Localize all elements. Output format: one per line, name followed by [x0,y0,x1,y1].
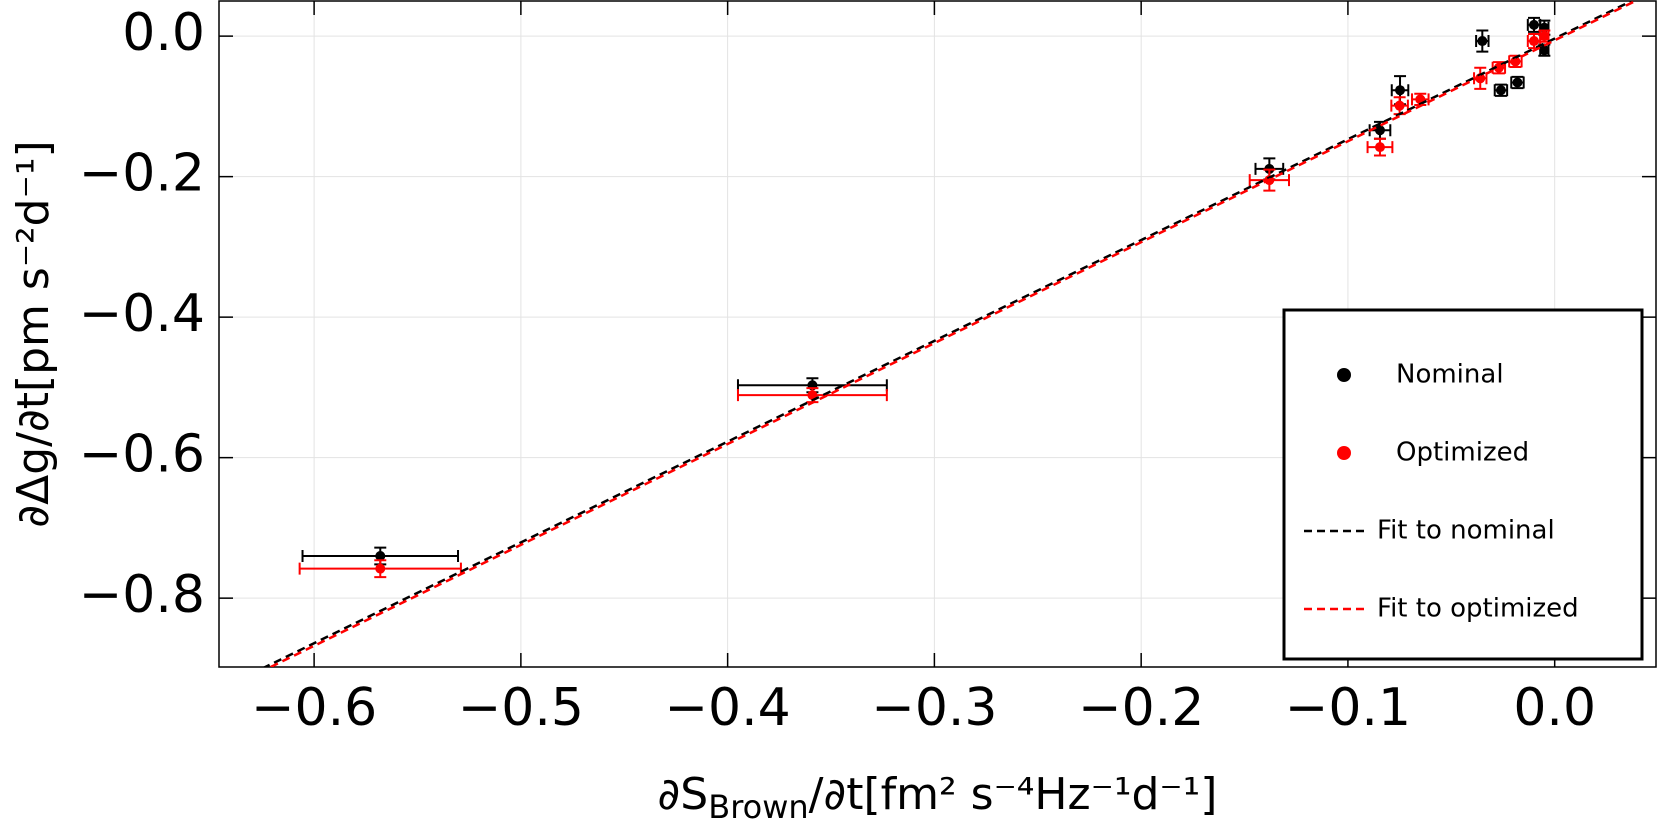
x-tick-label: 0.0 [1513,678,1596,738]
plot-frame [218,0,1657,668]
x-axis-label-part: /∂t[fm² s⁻⁴Hz⁻¹d⁻¹] [809,769,1218,820]
legend-marker [1337,446,1351,460]
point [1477,36,1488,47]
x-axis-label-part: ∂S [658,769,709,820]
legend-label: Fit to nominal [1377,516,1555,546]
x-tick-label: −0.3 [871,678,997,738]
point [1395,85,1406,96]
x-tick-label: −0.4 [664,678,790,738]
x-tick-label: −0.1 [1285,678,1411,738]
point [375,551,386,561]
point [375,563,386,574]
y-tick-label: −0.2 [79,144,205,204]
point [1539,45,1550,56]
fit-line [270,1,1636,667]
legend-label: Fit to optimized [1377,594,1579,624]
point [1539,31,1550,42]
legend-label: Optimized [1396,438,1529,468]
legend: Nominal Optimized Fit to nominal Fit to opt… [1282,308,1644,661]
point [1374,125,1385,136]
y-tick-label: −0.6 [79,425,205,485]
point [1529,36,1540,47]
point [1512,77,1523,88]
x-tick-label: −0.5 [458,678,584,738]
y-axis-label: ∂Δg/∂t[pm s⁻²d⁻¹] [8,140,59,527]
x-axis-label: ∂SBrown/∂t[fm² s⁻⁴Hz⁻¹d⁻¹] [658,769,1218,826]
legend-label: Nominal [1396,360,1504,390]
x-tick-label: −0.2 [1078,678,1204,738]
x-axis-label-part: Brown [708,788,808,826]
point [1495,85,1506,96]
x-tick-label: −0.6 [251,678,377,738]
y-tick-label: 0.0 [122,3,205,63]
y-tick-label: −0.8 [79,565,205,625]
fit-line [262,1,1635,667]
y-tick-label: −0.4 [79,284,205,344]
point [807,390,818,401]
point [1394,100,1405,111]
point [1529,19,1540,30]
point [1374,142,1385,153]
legend-marker [1337,368,1351,382]
plot-area [262,1,1636,667]
error-bars [298,559,462,579]
